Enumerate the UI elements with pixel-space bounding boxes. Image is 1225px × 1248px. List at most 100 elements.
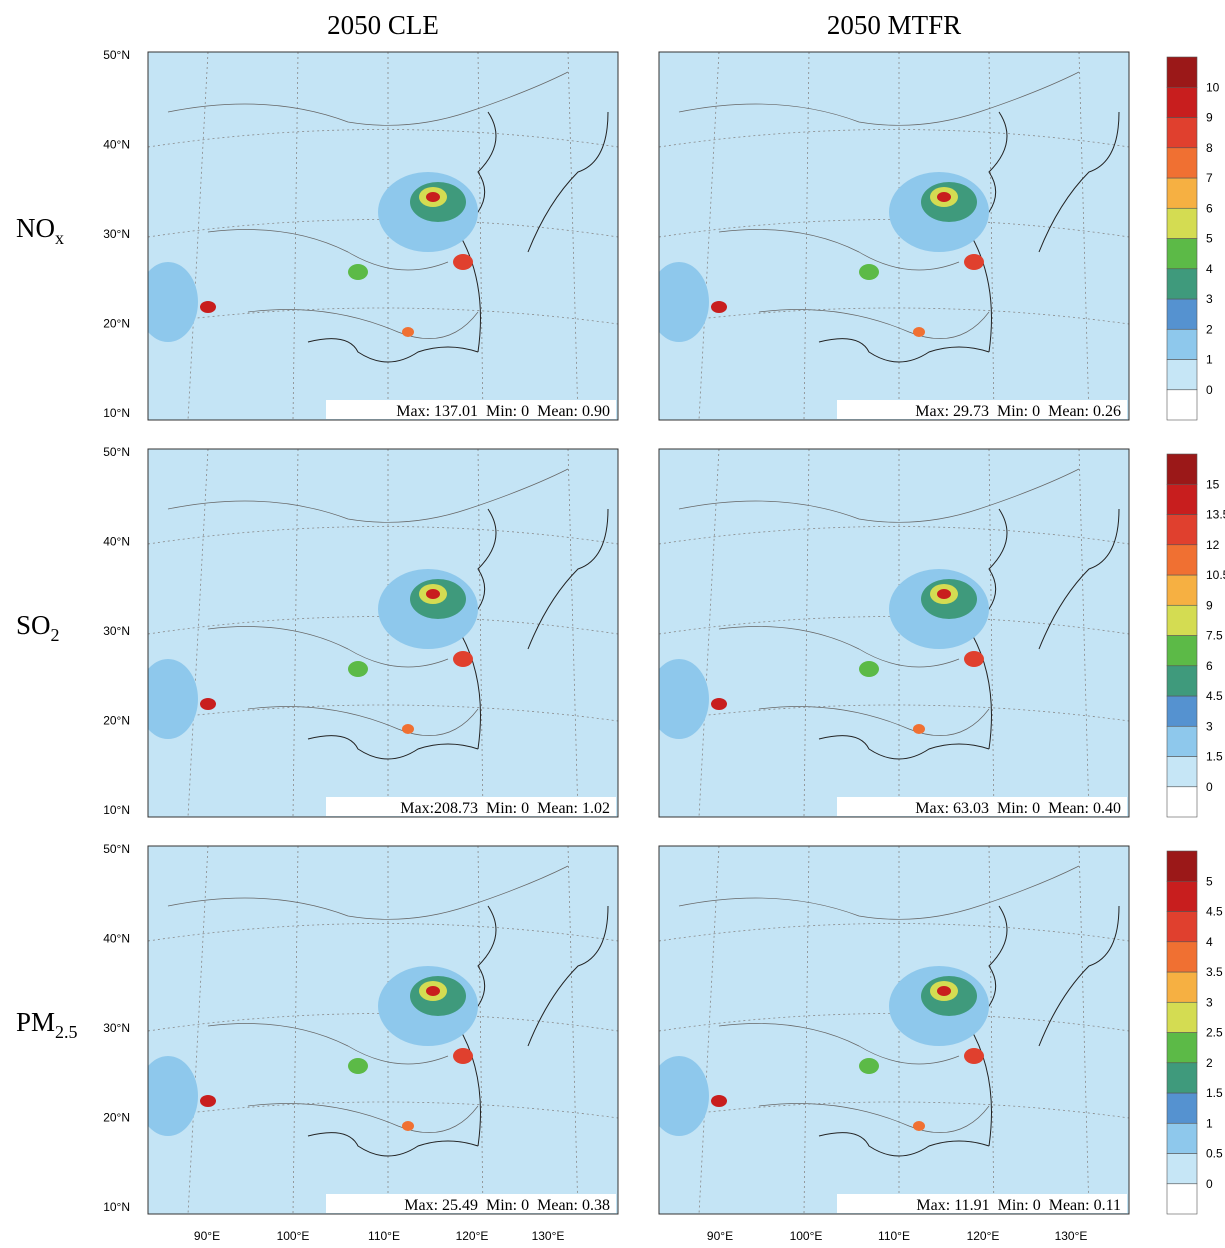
colorbar-box xyxy=(1167,1033,1197,1063)
colorbar-label: 6 xyxy=(1206,659,1213,673)
colorbar-box xyxy=(1167,1063,1197,1093)
colorbar-label: 0 xyxy=(1206,780,1213,794)
colorbar-box xyxy=(1167,942,1197,972)
colorbar-box xyxy=(1167,178,1197,208)
figure: 2050 CLE2050 MTFRNOxMax: 137.01 Min: 0 M… xyxy=(0,0,1225,1248)
colorbar-box xyxy=(1167,605,1197,635)
colorbar-box xyxy=(1167,972,1197,1002)
colorbar-box xyxy=(1167,696,1197,726)
colorbar-label: 4.5 xyxy=(1206,905,1223,919)
lon-label: 130°E xyxy=(532,1229,565,1243)
lon-label: 90°E xyxy=(194,1229,220,1243)
colorbar-label: 1 xyxy=(1206,353,1213,367)
species: SO xyxy=(16,610,51,640)
colorbar-label: 2 xyxy=(1206,1056,1213,1070)
colorbar-box xyxy=(1167,851,1197,881)
lon-label: 100°E xyxy=(790,1229,823,1243)
colorbar-box xyxy=(1167,757,1197,787)
colorbar-label: 4 xyxy=(1206,262,1213,276)
colorbar-box xyxy=(1167,545,1197,575)
map-panel xyxy=(138,846,618,1214)
lon-label: 130°E xyxy=(1055,1229,1088,1243)
colorbar-box xyxy=(1167,87,1197,117)
colorbar-box xyxy=(1167,1184,1197,1214)
column-title: 2050 CLE xyxy=(327,10,439,40)
colorbar-box xyxy=(1167,1123,1197,1153)
colorbar-label: 3 xyxy=(1206,719,1213,733)
stats-text: Max: 29.73 Min: 0 Mean: 0.26 xyxy=(915,403,1121,420)
colorbar-label: 10 xyxy=(1206,80,1220,94)
lon-label: 120°E xyxy=(967,1229,1000,1243)
subscript: 2 xyxy=(51,625,60,645)
map-panel xyxy=(649,449,1129,817)
stats-text: Max: 25.49 Min: 0 Mean: 0.38 xyxy=(404,1197,610,1214)
colorbar-box xyxy=(1167,208,1197,238)
lon-label: 110°E xyxy=(878,1229,910,1243)
colorbar-label: 2 xyxy=(1206,322,1213,336)
colorbar-label: 4 xyxy=(1206,935,1213,949)
map-panel xyxy=(649,846,1129,1214)
colorbar-label: 8 xyxy=(1206,141,1213,155)
colorbar-box xyxy=(1167,636,1197,666)
colorbar-box xyxy=(1167,912,1197,942)
lat-label: 20°N xyxy=(103,714,130,728)
lat-label: 50°N xyxy=(103,842,130,856)
map-panel xyxy=(138,52,618,420)
lat-label: 30°N xyxy=(103,624,130,638)
colorbar-label: 10.5 xyxy=(1206,568,1225,582)
colorbar-label: 6 xyxy=(1206,201,1213,215)
colorbar-box xyxy=(1167,148,1197,178)
lat-label: 40°N xyxy=(103,535,130,549)
colorbar-box xyxy=(1167,787,1197,817)
map-panel xyxy=(649,52,1129,420)
colorbar-box xyxy=(1167,1093,1197,1123)
colorbar-box xyxy=(1167,881,1197,911)
colorbar-label: 3.5 xyxy=(1206,965,1223,979)
colorbar-label: 1 xyxy=(1206,1116,1213,1130)
colorbar-box xyxy=(1167,57,1197,87)
species: PM xyxy=(16,1007,55,1037)
map-panel xyxy=(138,449,618,817)
colorbar-label: 5 xyxy=(1206,874,1213,888)
stats-text: Max:208.73 Min: 0 Mean: 1.02 xyxy=(400,800,610,817)
colorbar-label: 1.5 xyxy=(1206,750,1223,764)
colorbar-box xyxy=(1167,726,1197,756)
lon-label: 120°E xyxy=(456,1229,489,1243)
row-label: NOx xyxy=(16,213,64,248)
stats-text: Max: 63.03 Min: 0 Mean: 0.40 xyxy=(915,800,1121,817)
colorbar-box xyxy=(1167,360,1197,390)
row-label: SO2 xyxy=(16,610,60,645)
colorbar-label: 0 xyxy=(1206,383,1213,397)
colorbar-box xyxy=(1167,299,1197,329)
lon-label: 110°E xyxy=(368,1229,400,1243)
lat-label: 20°N xyxy=(103,317,130,331)
lat-label: 40°N xyxy=(103,932,130,946)
lat-label: 10°N xyxy=(103,1200,130,1214)
colorbar-label: 3 xyxy=(1206,292,1213,306)
colorbar-label: 1.5 xyxy=(1206,1086,1223,1100)
colorbar-box xyxy=(1167,454,1197,484)
colorbar-box xyxy=(1167,269,1197,299)
lat-label: 20°N xyxy=(103,1111,130,1125)
subscript: x xyxy=(55,228,64,248)
colorbar-label: 9 xyxy=(1206,111,1213,125)
colorbar-label: 12 xyxy=(1206,538,1220,552)
colorbar-box xyxy=(1167,1154,1197,1184)
lat-label: 30°N xyxy=(103,1021,130,1035)
row-label: PM2.5 xyxy=(16,1007,78,1042)
colorbar-box xyxy=(1167,484,1197,514)
colorbar-box xyxy=(1167,1002,1197,1032)
colorbar-label: 4.5 xyxy=(1206,689,1223,703)
colorbar-label: 3 xyxy=(1206,995,1213,1009)
colorbar-label: 7 xyxy=(1206,171,1213,185)
colorbar-label: 0 xyxy=(1206,1177,1213,1191)
lat-label: 10°N xyxy=(103,803,130,817)
stats-text: Max: 137.01 Min: 0 Mean: 0.90 xyxy=(396,403,610,420)
species: NO xyxy=(16,213,55,243)
lat-label: 10°N xyxy=(103,406,130,420)
colorbar-box xyxy=(1167,666,1197,696)
lat-label: 30°N xyxy=(103,227,130,241)
stats-text: Max: 11.91 Min: 0 Mean: 0.11 xyxy=(916,1197,1121,1214)
colorbar-label: 13.5 xyxy=(1206,508,1225,522)
lat-label: 40°N xyxy=(103,138,130,152)
